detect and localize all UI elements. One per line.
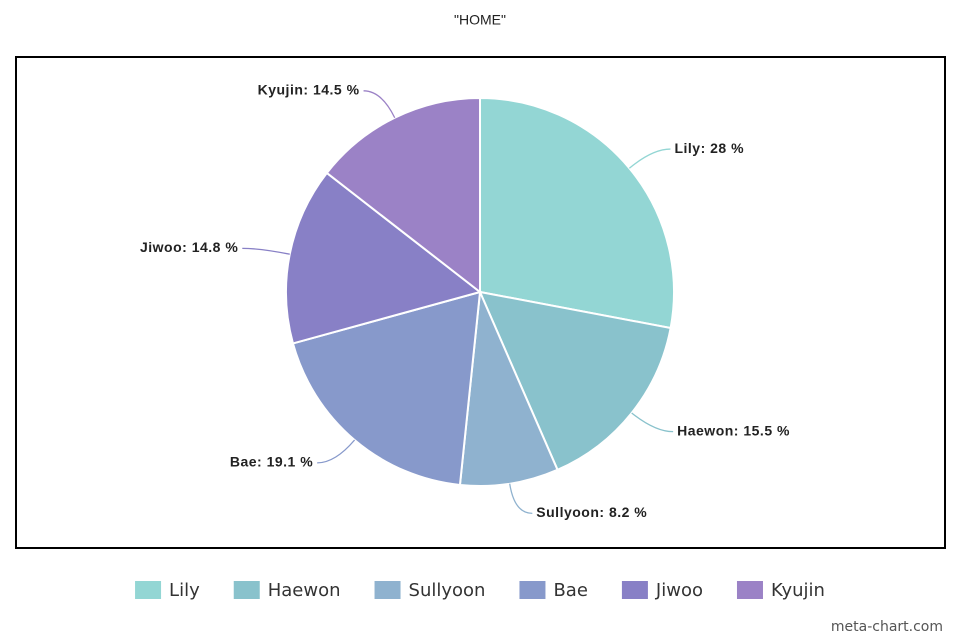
leader-line [363,90,396,119]
legend-swatch [519,581,546,599]
data-label: Haewon: 15.5 % [677,422,790,438]
leader-line [631,412,674,433]
legend-swatch [736,581,763,599]
leader-line [628,148,671,169]
pie-slice [478,290,672,472]
watermark: meta-chart.com [831,619,943,635]
legend-label: Kyujin [771,580,825,601]
legend-label: Haewon [268,580,341,601]
legend-label: Bae [553,580,587,601]
leader-line [242,247,290,255]
data-label: Bae: 19.1 % [230,454,313,470]
pie-slice [285,171,483,345]
legend-swatch [135,581,162,599]
leader-line [317,439,356,464]
data-label: Kyujin: 14.5 % [258,82,360,98]
legend-swatch [374,581,401,599]
pie-slice [291,290,482,487]
legend-label: Jiwoo [655,580,703,601]
data-label: Jiwoo: 14.8 % [140,239,238,255]
legend-label: Lily [169,580,200,601]
data-label: Sullyoon: 8.2 % [536,504,647,520]
chart-title: "HOME" [454,12,506,28]
legend-swatch [233,581,260,599]
legend-swatch [621,581,648,599]
data-label: Lily: 28 % [674,140,744,156]
pie-slice [325,96,481,295]
pie-slice [458,288,559,487]
legend-label: Sullyoon [409,580,486,601]
leader-line [509,483,533,515]
pie-slice [479,96,675,330]
